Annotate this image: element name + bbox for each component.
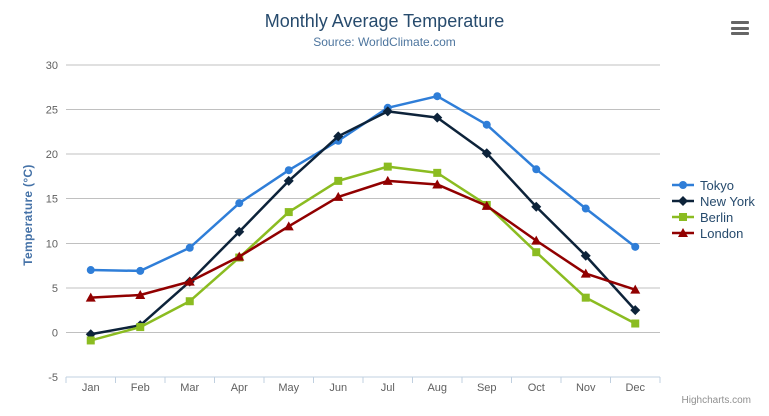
legend-item-berlin[interactable]: Berlin [671, 209, 755, 225]
hamburger-icon [731, 26, 749, 30]
svg-text:10: 10 [46, 238, 58, 250]
hamburger-icon [731, 21, 749, 24]
legend-marker-square-icon [672, 213, 694, 221]
legend-item-tokyo[interactable]: Tokyo [671, 177, 755, 193]
legend-item-label: Tokyo [700, 177, 734, 193]
credits-link[interactable]: Highcharts.com [681, 395, 751, 406]
svg-text:Apr: Apr [231, 382, 248, 394]
svg-text:Feb: Feb [131, 382, 150, 394]
legend-marker-triangle-icon [672, 228, 694, 237]
svg-text:Jun: Jun [329, 382, 347, 394]
svg-text:May: May [278, 382, 299, 394]
svg-text:Sep: Sep [477, 382, 497, 394]
legend-marker-circle-icon [672, 181, 694, 189]
chart-title: Monthly Average Temperature [264, 11, 505, 31]
svg-text:0: 0 [52, 327, 58, 339]
chart-subtitle: Source: WorldClimate.com [313, 35, 456, 49]
svg-text:Jan: Jan [82, 382, 100, 394]
legend-marker-diamond-icon [672, 196, 694, 206]
legend: Tokyo New York Berlin London [671, 177, 755, 241]
svg-text:-5: -5 [48, 372, 58, 384]
legend-item-label: New York [700, 193, 755, 209]
svg-text:5: 5 [52, 283, 58, 295]
svg-text:25: 25 [46, 105, 58, 117]
hamburger-icon [731, 32, 749, 35]
legend-item-label: London [700, 225, 744, 241]
svg-text:Dec: Dec [625, 382, 645, 394]
legend-item-london[interactable]: London [671, 225, 755, 241]
y-axis-title: Temperature (°C) [21, 164, 35, 266]
svg-text:Aug: Aug [427, 382, 447, 394]
svg-text:Mar: Mar [180, 382, 199, 394]
svg-text:Nov: Nov [576, 382, 596, 394]
svg-text:15: 15 [46, 194, 58, 206]
legend-item-new-york[interactable]: New York [671, 193, 755, 209]
svg-text:Oct: Oct [528, 382, 545, 394]
svg-text:30: 30 [46, 60, 58, 72]
legend-item-label: Berlin [700, 209, 734, 225]
svg-text:Jul: Jul [381, 382, 395, 394]
export-menu-button[interactable] [731, 19, 753, 37]
svg-text:20: 20 [46, 149, 58, 161]
